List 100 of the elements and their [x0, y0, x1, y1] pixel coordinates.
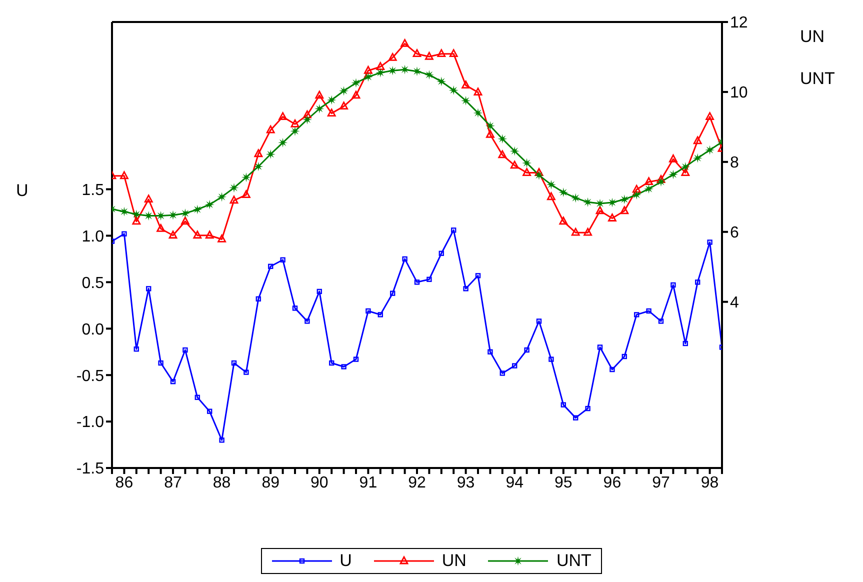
point: [682, 340, 688, 346]
point: [412, 66, 422, 76]
point: [218, 234, 226, 242]
point: [632, 190, 642, 200]
point: [134, 346, 139, 352]
point: [560, 402, 566, 408]
point: [571, 228, 580, 236]
point: [608, 214, 616, 222]
point: [510, 160, 519, 169]
point: [402, 256, 408, 262]
point: [448, 85, 458, 96]
point: [644, 184, 654, 194]
point: [132, 210, 142, 220]
x-tick-label: 91: [359, 474, 378, 492]
legend-label: U: [340, 551, 352, 571]
x-tick-label: 88: [212, 474, 231, 492]
point: [120, 171, 128, 180]
point: [217, 192, 227, 202]
x-tick-label: 92: [408, 474, 426, 492]
point: [219, 438, 224, 443]
point: [351, 78, 361, 88]
point: [524, 347, 530, 353]
point: [693, 136, 702, 144]
point: [536, 318, 542, 324]
point: [656, 177, 666, 187]
point: [424, 70, 434, 80]
point: [192, 204, 202, 214]
point: [204, 200, 214, 210]
x-tick-label: 93: [456, 474, 475, 492]
point: [170, 378, 176, 384]
point: [437, 49, 446, 58]
point: [425, 52, 434, 60]
point: [522, 158, 532, 168]
point: [280, 257, 286, 262]
point: [158, 360, 164, 366]
x-tick-label: 87: [164, 474, 182, 492]
point: [656, 175, 666, 183]
y-axis-title: U: [16, 180, 28, 200]
point: [462, 80, 470, 89]
point: [692, 153, 702, 163]
y2-tick-label: 12: [730, 14, 748, 32]
point: [632, 184, 641, 193]
y2-tick-label: 8: [730, 154, 739, 172]
point: [278, 138, 288, 148]
point: [522, 168, 531, 176]
point: [597, 344, 603, 350]
y-tick-label: 1.0: [82, 228, 104, 246]
point: [194, 394, 200, 400]
point: [316, 288, 322, 294]
x-tick-label: 96: [603, 474, 622, 492]
point: [596, 206, 604, 214]
point: [681, 168, 690, 176]
point: [352, 90, 360, 99]
point: [266, 125, 275, 134]
point: [426, 276, 432, 282]
point: [376, 62, 385, 70]
point: [558, 188, 568, 198]
point: [256, 296, 261, 302]
point: [241, 172, 251, 182]
point: [122, 231, 127, 236]
x-tick-label: 95: [554, 474, 572, 492]
point: [254, 149, 263, 158]
point: [695, 280, 700, 285]
point: [314, 104, 324, 114]
point: [230, 196, 238, 204]
point: [182, 347, 188, 353]
point: [341, 364, 346, 370]
point: [292, 306, 298, 311]
y2-tick-label: 4: [730, 294, 739, 312]
point: [315, 90, 324, 99]
point: [585, 406, 590, 412]
point: [669, 154, 678, 162]
line-series: [112, 228, 722, 443]
point: [610, 366, 615, 372]
x-tick-label: 90: [310, 474, 328, 492]
point: [180, 208, 190, 218]
point: [290, 119, 300, 128]
point: [400, 38, 409, 47]
point: [388, 52, 397, 61]
point: [326, 95, 336, 105]
point: [510, 146, 520, 156]
point: [680, 162, 690, 172]
point: [156, 224, 165, 232]
point: [144, 210, 154, 221]
x-tick-label: 86: [115, 474, 134, 492]
point: [485, 121, 495, 131]
point: [414, 280, 420, 285]
point: [242, 190, 250, 198]
point: [303, 110, 312, 118]
point: [668, 170, 678, 180]
point: [378, 312, 383, 318]
point: [438, 250, 444, 256]
point: [644, 177, 653, 186]
y-tick-label: -1.0: [76, 414, 104, 432]
point: [366, 308, 371, 314]
point: [570, 193, 580, 203]
point: [634, 312, 640, 318]
point: [119, 206, 129, 216]
point: [512, 363, 518, 368]
point: [706, 112, 714, 120]
